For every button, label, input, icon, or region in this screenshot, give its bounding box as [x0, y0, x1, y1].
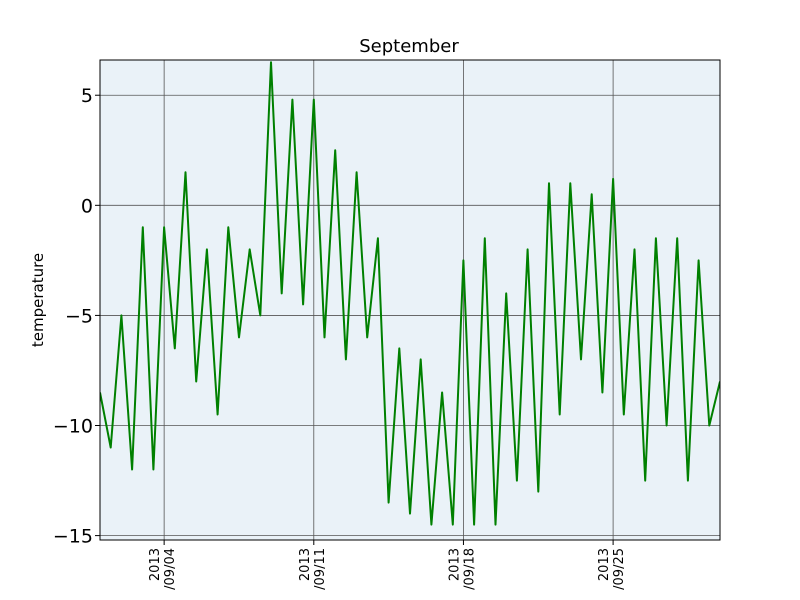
x-tick-label: 2013/09/04 — [148, 548, 178, 590]
y-tick-label: −5 — [65, 305, 93, 327]
x-tick-label: 2013/09/25 — [597, 548, 627, 590]
x-tick-label-year: 2013 — [298, 548, 313, 581]
y-tick-label: 0 — [81, 195, 93, 217]
series-line-temperature — [100, 61, 720, 526]
y-tick-label: −10 — [53, 416, 93, 438]
x-tick-label: 2013/09/18 — [447, 548, 477, 590]
x-tick-label-year: 2013 — [597, 548, 612, 581]
y-axis-label: temperature — [29, 253, 47, 347]
x-axis-ticks: 2013/09/04 2013/09/11 2013/09/18 2013/09/25 — [148, 540, 627, 590]
x-tick-label-year: 2013 — [447, 548, 462, 581]
chart-title: September — [359, 36, 459, 57]
x-tick-label-date: /09/11 — [313, 548, 328, 590]
x-tick-label-date: /09/04 — [163, 548, 178, 590]
y-axis-ticks: 5 0 −5 −10 −15 — [53, 85, 100, 548]
x-tick-label: 2013/09/11 — [298, 548, 328, 590]
x-tick-label-year: 2013 — [148, 548, 163, 581]
grid-lines — [100, 60, 720, 540]
x-tick-label-date: /09/25 — [612, 548, 627, 590]
y-tick-label: −15 — [53, 526, 93, 548]
plot-frame — [99, 59, 721, 541]
x-tick-label-date: /09/18 — [462, 548, 477, 590]
y-tick-label: 5 — [81, 85, 93, 107]
